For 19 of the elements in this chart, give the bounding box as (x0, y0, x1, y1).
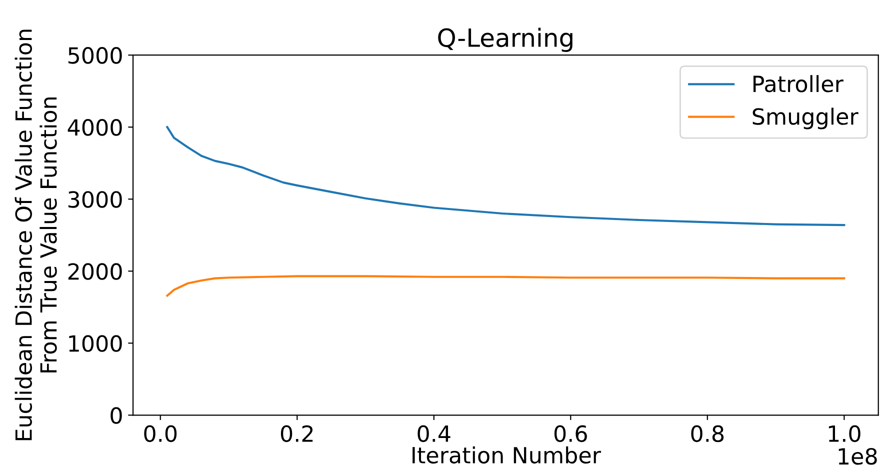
y-tick-label: 2000 (68, 263, 122, 280)
legend-label: Patroller (754, 75, 844, 92)
x-tick-label: 1.0 (828, 425, 860, 442)
x-tick-label: 0.0 (144, 425, 177, 442)
x-tick-label: 0.6 (554, 425, 587, 442)
y-axis-title: Euclidean Distance Of Value Function From True Value Function (14, 30, 57, 440)
legend-label: Smuggler (752, 108, 858, 130)
chart-title: Q-Learning (438, 28, 572, 52)
x-tick-label: 0.4 (418, 425, 450, 442)
y-tick-label: 5000 (68, 47, 122, 64)
y-tick-label: 1000 (69, 335, 122, 352)
y-tick-label: 3000 (68, 191, 122, 208)
x-tick-label: 0.8 (691, 425, 724, 442)
y-tick-label: 4000 (68, 119, 122, 136)
x-axis-title: Iteration Number (412, 446, 601, 464)
text: 1e8 (838, 448, 877, 465)
x-tick-label: 0.2 (280, 425, 313, 442)
line-series (166, 275, 846, 297)
y-tick-label: 0 (110, 407, 122, 424)
